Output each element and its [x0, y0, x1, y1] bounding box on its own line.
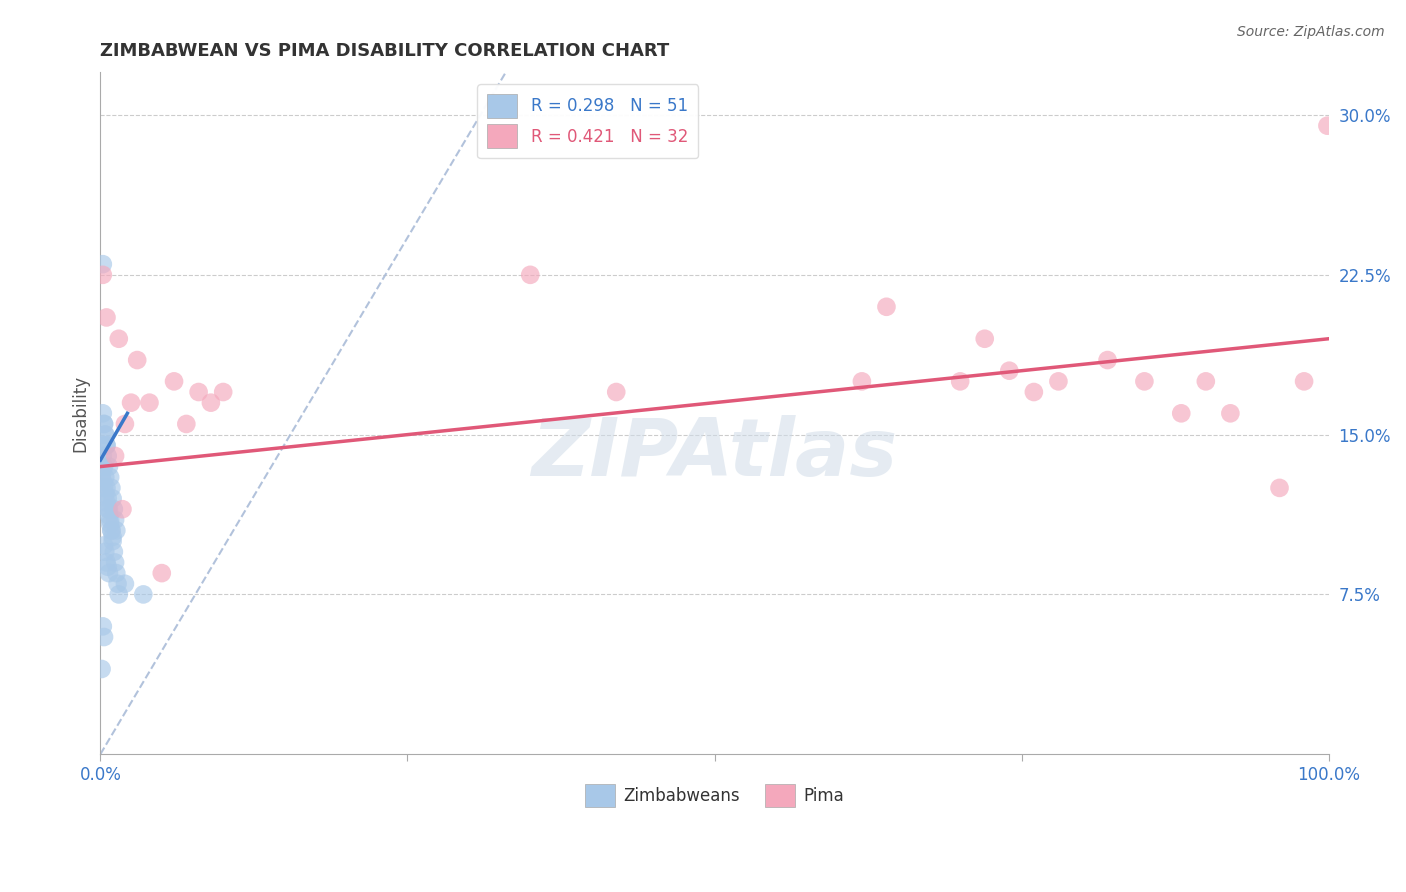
Point [1170, 406, 1192, 420]
Point [127, 353, 149, 368]
Point [163, 375, 186, 389]
Point [212, 384, 235, 399]
Point [851, 375, 873, 389]
Point [94, 427, 117, 442]
Point [1316, 119, 1339, 133]
Point [94, 487, 117, 501]
Y-axis label: Disability: Disability [72, 375, 89, 452]
Point [91, 406, 114, 420]
Point [103, 502, 125, 516]
Legend: Zimbabweans, Pima: Zimbabweans, Pima [578, 777, 851, 814]
Point [101, 491, 124, 506]
Point [93, 459, 115, 474]
Point [97, 459, 120, 474]
Point [1047, 375, 1070, 389]
Point [96, 438, 118, 452]
Point [1097, 353, 1119, 368]
Point [1294, 375, 1316, 389]
Point [93, 481, 115, 495]
Point [132, 587, 155, 601]
Point [94, 545, 117, 559]
Point [93, 630, 115, 644]
Point [107, 576, 129, 591]
Point [97, 449, 120, 463]
Point [103, 545, 125, 559]
Point [150, 566, 173, 581]
Point [93, 417, 115, 431]
Point [187, 384, 209, 399]
Point [100, 481, 122, 495]
Point [91, 268, 114, 282]
Point [105, 524, 128, 538]
Point [96, 310, 118, 325]
Point [98, 517, 121, 532]
Point [111, 502, 134, 516]
Point [96, 481, 118, 495]
Point [949, 375, 972, 389]
Point [98, 513, 121, 527]
Point [104, 556, 127, 570]
Point [91, 475, 114, 489]
Text: Source: ZipAtlas.com: Source: ZipAtlas.com [1237, 25, 1385, 39]
Point [605, 384, 627, 399]
Point [875, 300, 897, 314]
Point [973, 332, 995, 346]
Point [91, 619, 114, 633]
Point [107, 332, 129, 346]
Point [90, 470, 112, 484]
Point [96, 556, 118, 570]
Point [97, 502, 120, 516]
Point [114, 417, 136, 431]
Point [104, 449, 127, 463]
Text: ZIPAtlas: ZIPAtlas [531, 415, 897, 493]
Point [1022, 384, 1045, 399]
Point [93, 538, 115, 552]
Point [100, 524, 122, 538]
Point [1268, 481, 1291, 495]
Text: ZIMBABWEAN VS PIMA DISABILITY CORRELATION CHART: ZIMBABWEAN VS PIMA DISABILITY CORRELATIO… [100, 42, 669, 60]
Point [176, 417, 198, 431]
Point [138, 395, 160, 409]
Point [101, 534, 124, 549]
Point [94, 470, 117, 484]
Point [104, 513, 127, 527]
Point [91, 449, 114, 463]
Point [97, 508, 120, 523]
Point [97, 491, 120, 506]
Point [998, 364, 1021, 378]
Point [101, 530, 124, 544]
Point [1219, 406, 1241, 420]
Point [96, 496, 118, 510]
Point [1133, 375, 1156, 389]
Point [105, 566, 128, 581]
Point [200, 395, 222, 409]
Point [519, 268, 541, 282]
Point [98, 470, 121, 484]
Point [97, 502, 120, 516]
Point [97, 566, 120, 581]
Point [114, 576, 136, 591]
Point [100, 524, 122, 538]
Point [93, 417, 115, 431]
Point [107, 587, 129, 601]
Point [90, 662, 112, 676]
Point [91, 257, 114, 271]
Point [120, 395, 142, 409]
Point [1195, 375, 1218, 389]
Point [94, 427, 117, 442]
Point [90, 438, 112, 452]
Point [96, 438, 118, 452]
Point [97, 559, 120, 574]
